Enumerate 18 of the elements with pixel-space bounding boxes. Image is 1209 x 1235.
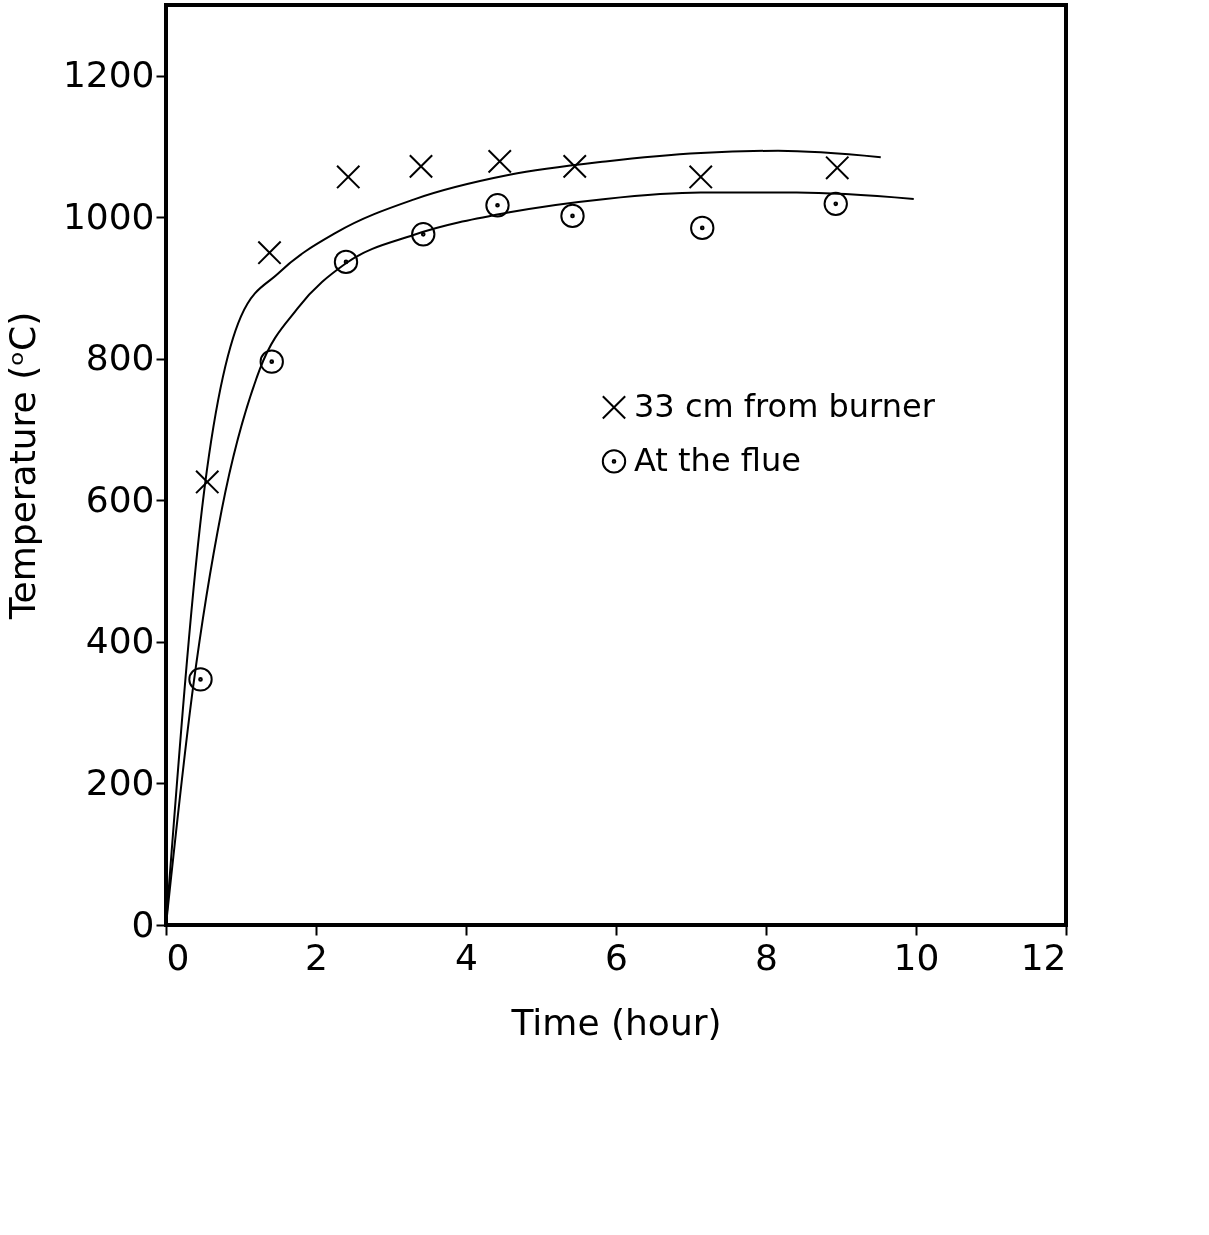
- x-tick-label: 8: [755, 936, 778, 978]
- x-tick-label: 6: [605, 936, 628, 978]
- x-tick-label: 2: [305, 936, 328, 978]
- y-tick-label: 0: [131, 903, 155, 945]
- y-tick-label: 400: [85, 620, 155, 662]
- x-tick-label: 0: [166, 936, 190, 978]
- x-axis-title: Time (hour): [510, 1001, 722, 1043]
- y-tick-label: 1200: [62, 54, 155, 96]
- y-tick-label: 600: [85, 478, 155, 520]
- y-tick-label: 200: [85, 761, 155, 803]
- y-axis-title: Temperature (ᵒC): [1, 311, 43, 621]
- legend-label: At the flue: [634, 441, 801, 480]
- x-tick-label: 10: [893, 936, 940, 978]
- legend-label: 33 cm from burner: [634, 387, 936, 426]
- x-tick-label: 12: [1020, 936, 1067, 978]
- y-tick-label: 1000: [62, 195, 155, 237]
- y-tick-label: 800: [85, 337, 155, 379]
- x-tick-label: 4: [455, 936, 478, 978]
